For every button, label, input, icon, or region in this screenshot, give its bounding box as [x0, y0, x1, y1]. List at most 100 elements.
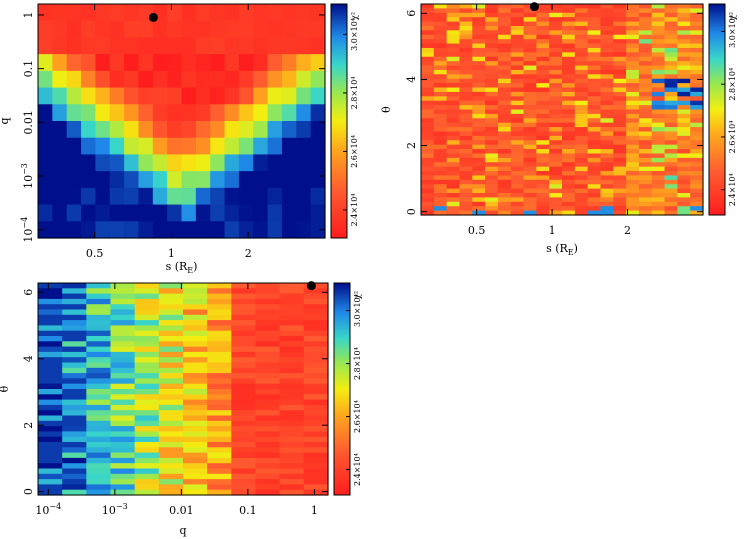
heatmap-cell: [664, 65, 678, 71]
heatmap-cell: [255, 479, 281, 485]
heatmap-cell: [638, 144, 653, 150]
heatmap-cell: [510, 171, 525, 177]
heatmap-cell: [124, 87, 140, 105]
heatmap-cell: [677, 25, 691, 31]
heatmap-cell: [485, 69, 499, 75]
heatmap-cell: [562, 78, 576, 84]
heatmap-cell: [224, 137, 240, 156]
heatmap-cell: [231, 484, 257, 491]
heatmap-cell: [574, 21, 589, 27]
heatmap-cell: [600, 105, 614, 111]
heatmap-cell: [109, 37, 125, 55]
heatmap-cell: [459, 153, 473, 159]
heatmap-cell: [231, 473, 257, 480]
heatmap-cell: [433, 65, 448, 71]
heatmap-cell: [152, 37, 168, 55]
heatmap-cell: [138, 204, 154, 222]
heatmap-cell: [109, 171, 125, 189]
heatmap-cell: [296, 54, 312, 72]
heatmap-cell: [626, 193, 640, 199]
colorbar-label: 3.0×10⁴: [350, 18, 359, 51]
heatmap-cell: [626, 135, 640, 141]
heatmap-cell: [52, 121, 68, 139]
heatmap-cell: [124, 70, 140, 89]
heatmap-cell: [158, 320, 184, 326]
heatmap-cell: [296, 37, 312, 55]
heatmap-cell: [459, 131, 473, 137]
heatmap-cell: [536, 157, 550, 163]
heatmap-cell: [664, 25, 678, 31]
heatmap-cell: [574, 69, 589, 75]
heatmap-cell: [207, 320, 232, 326]
heatmap-cell: [613, 52, 627, 58]
heatmap-cell: [421, 175, 435, 181]
heatmap-cell: [231, 479, 257, 485]
heatmap-cell: [626, 166, 640, 172]
heatmap-cell: [510, 140, 525, 146]
heatmap-cell: [279, 283, 305, 289]
heatmap-cell: [587, 43, 602, 49]
x-tick-label: 0.5: [468, 224, 486, 237]
heatmap-cell: [207, 457, 232, 464]
heatmap-cell: [95, 204, 111, 222]
heatmap-cell: [134, 447, 160, 454]
heatmap-cell: [562, 25, 576, 31]
heatmap-cell: [562, 47, 576, 53]
heatmap-cell: [433, 105, 448, 111]
heatmap-cell: [485, 56, 499, 62]
heatmap-cell: [281, 187, 297, 206]
heatmap-cell: [158, 442, 184, 448]
heatmap-cell: [210, 20, 226, 39]
heatmap-cell: [303, 436, 329, 443]
heatmap-cell: [472, 4, 486, 9]
heatmap-cell: [421, 201, 435, 207]
heatmap-cell: [664, 61, 678, 67]
heatmap-cell: [497, 83, 512, 89]
heatmap-cell: [421, 197, 435, 203]
heatmap-cell: [134, 367, 160, 374]
heatmap-cell: [613, 30, 627, 36]
heatmap-cell: [587, 127, 602, 133]
heatmap-cell: [207, 357, 232, 364]
heatmap-cell: [690, 8, 704, 14]
heatmap-cell: [574, 25, 589, 31]
heatmap-cell: [664, 162, 678, 168]
heatmap-cell: [677, 131, 691, 137]
x-tick-label: 0.1: [239, 504, 257, 517]
heatmap-cell: [134, 442, 160, 448]
heatmap-cell: [303, 330, 329, 337]
heatmap-cell: [110, 357, 136, 364]
heatmap-cell: [207, 415, 232, 422]
heatmap-cell: [303, 293, 329, 300]
heatmap-cell: [690, 87, 704, 93]
heatmap-cell: [207, 346, 232, 353]
heatmap-cell: [562, 91, 576, 97]
heatmap-cell: [433, 39, 448, 45]
heatmap-cell: [664, 34, 678, 40]
heatmap-cell: [310, 171, 326, 189]
heatmap-cell: [38, 4, 53, 22]
heatmap-cell: [152, 104, 168, 122]
heatmap-cell: [138, 137, 154, 156]
heatmap-cell: [62, 394, 87, 401]
heatmap-cell: [497, 56, 512, 62]
heatmap-cell: [253, 204, 269, 222]
heatmap-cell: [536, 47, 550, 53]
heatmap-cell: [664, 91, 678, 97]
heatmap-cell: [134, 394, 160, 401]
heatmap-cell: [459, 34, 473, 40]
heatmap-cell: [600, 149, 614, 155]
heatmap-cell: [690, 171, 704, 177]
heatmap-cell: [677, 56, 691, 62]
heatmap-cell: [677, 39, 691, 45]
heatmap-cell: [574, 52, 589, 58]
x-tick-label: 1: [311, 504, 318, 517]
heatmap-cell: [210, 4, 226, 22]
heatmap-cell: [472, 131, 486, 137]
heatmap-cell: [421, 17, 435, 23]
heatmap-cell: [485, 52, 499, 58]
heatmap-cell: [303, 399, 329, 406]
heatmap-cell: [86, 436, 112, 443]
x-tick-exponent: −4: [49, 502, 61, 511]
heatmap-cell: [421, 74, 435, 80]
